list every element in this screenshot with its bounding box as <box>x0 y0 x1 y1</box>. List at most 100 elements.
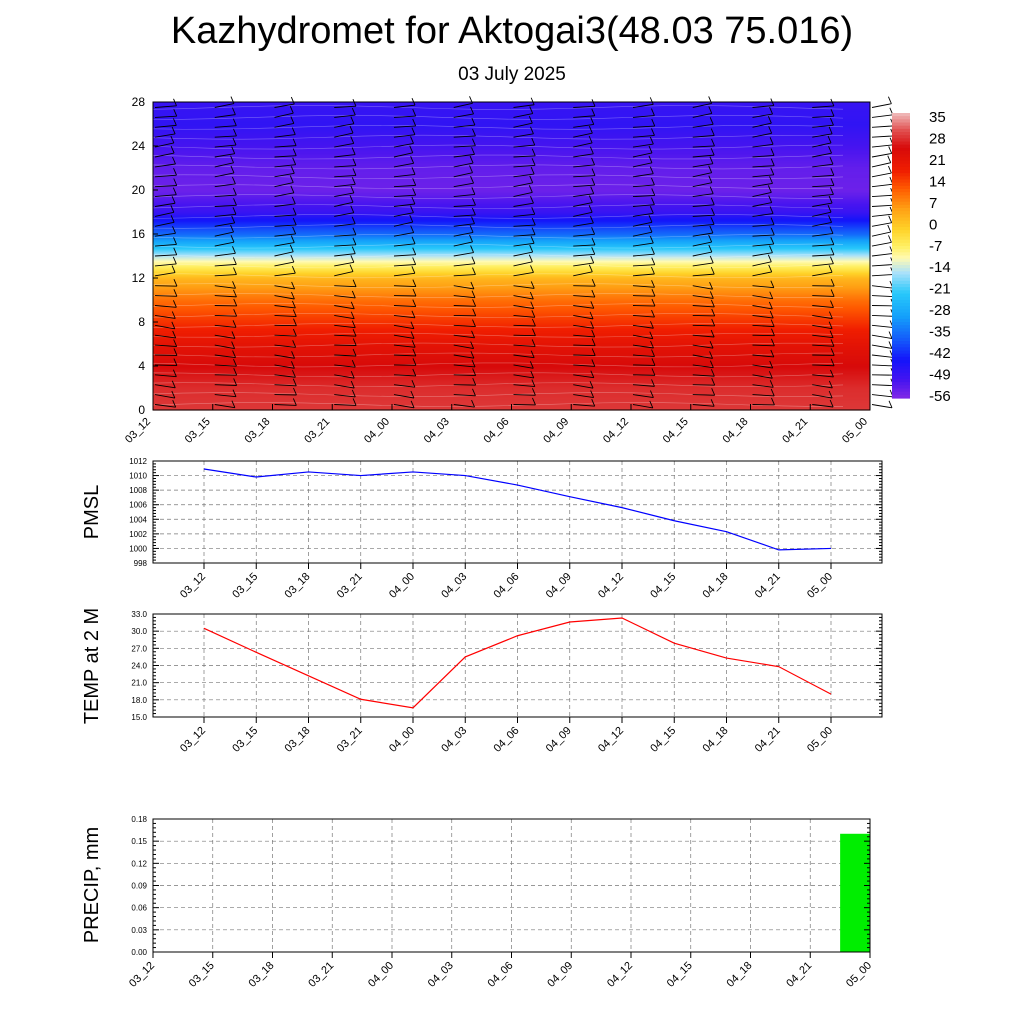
wind-barb <box>393 324 415 330</box>
wind-barb <box>812 404 834 408</box>
heatmap-cell <box>153 118 870 121</box>
wind-barb <box>692 305 715 308</box>
wind-barb-flag <box>590 186 595 194</box>
heatmap-cell <box>153 184 870 187</box>
heatmap-cell <box>153 171 870 173</box>
wind-barb-flag <box>887 96 892 104</box>
y-tick-label: 12 <box>132 271 146 285</box>
heatmap-cell <box>153 323 870 325</box>
wind-barb-flag <box>648 155 653 164</box>
wind-barb <box>334 175 356 178</box>
heatmap-cell <box>153 269 870 271</box>
heatmap-cell <box>153 234 870 236</box>
colorbar-segment <box>892 138 910 143</box>
colorbar-segment <box>892 211 910 215</box>
heatmap-cell <box>153 382 870 385</box>
wind-barb <box>692 172 712 178</box>
heatmap-cell <box>153 125 870 127</box>
heatmap-cell <box>153 283 870 286</box>
heatmap-cell <box>153 187 870 190</box>
wind-barb-flag <box>709 291 714 299</box>
colorbar-segment <box>892 341 910 345</box>
wind-barb-flag <box>232 246 236 254</box>
wind-barb-flag <box>710 147 715 156</box>
wind-barb <box>573 222 594 227</box>
wind-barb <box>214 231 234 237</box>
x-tick-label: 04_21 <box>753 571 783 601</box>
wind-barb <box>812 394 833 399</box>
heatmap-cell <box>153 131 870 134</box>
heatmap-cell <box>153 209 870 212</box>
heatmap-cell <box>153 274 870 277</box>
wind-barb-flag <box>350 205 355 213</box>
wind-barb-flag <box>651 309 655 318</box>
wind-barb <box>513 242 535 247</box>
wind-barb-flag <box>231 146 236 154</box>
heatmap-cell <box>153 297 870 300</box>
wind-barb-flag <box>531 227 536 235</box>
wind-barb <box>692 295 714 299</box>
wind-barb-flag <box>532 328 536 336</box>
wind-barb-flag <box>532 388 536 396</box>
wind-barb-flag <box>769 245 773 253</box>
heatmap-cell <box>153 334 870 336</box>
wind-barb-flag <box>412 358 417 366</box>
wind-barb-flag <box>770 338 775 347</box>
wind-barb-flag <box>412 288 417 297</box>
colorbar-segment <box>892 344 910 348</box>
wind-barb-flag <box>472 267 476 275</box>
wind-barb <box>393 404 415 409</box>
wind-barb <box>871 153 892 158</box>
wind-barb-flag <box>411 379 416 388</box>
wind-barb-flag <box>529 361 534 369</box>
wind-barb-flag <box>709 351 713 359</box>
wind-barb <box>752 324 775 328</box>
heatmap-cell <box>153 213 870 215</box>
contour-lines <box>152 105 844 407</box>
wind-barb <box>812 222 832 227</box>
wind-barb <box>752 305 773 310</box>
heatmap-cell <box>153 311 870 313</box>
wind-barb <box>871 194 894 198</box>
heatmap-cell <box>153 249 870 252</box>
wind-barb-flag <box>472 198 476 206</box>
wind-barb <box>692 285 713 290</box>
wind-barb <box>214 285 236 289</box>
wind-barb <box>871 172 892 178</box>
x-tick-label: 04_03 <box>439 571 469 601</box>
heatmap-cell <box>153 185 870 188</box>
wind-barb <box>334 244 356 247</box>
wind-barb-flag <box>293 318 297 326</box>
x-tick-label: 03_15 <box>187 960 217 990</box>
heatmap-cell <box>153 386 870 389</box>
colorbar-segment <box>892 337 910 342</box>
wind-barb-flag <box>710 128 715 136</box>
heatmap-cell <box>153 284 870 287</box>
wind-barb-flag <box>590 321 595 329</box>
heatmap-cell <box>153 143 870 146</box>
colorbar-segment <box>892 290 910 295</box>
wind-barb <box>752 252 773 257</box>
page-subtitle: 03 July 2025 <box>458 64 566 85</box>
wind-barb <box>573 295 595 298</box>
heatmap-cell <box>153 194 870 197</box>
heatmap-cell <box>153 285 870 288</box>
wind-barb-flag <box>590 301 595 309</box>
colorbar-segment <box>892 322 910 326</box>
contour-line <box>152 214 844 219</box>
wind-barb-flag <box>769 310 774 319</box>
wind-barb-flag <box>708 175 713 183</box>
wind-barb-flag <box>649 331 654 339</box>
x-tick-label: 05_00 <box>805 725 835 755</box>
wind-barb <box>573 105 596 108</box>
wind-barb-flag <box>412 188 417 196</box>
x-tick-label: 04_15 <box>648 725 678 755</box>
wind-barb <box>812 115 835 118</box>
wind-barb-flag <box>829 226 834 234</box>
wind-barb-flag <box>830 108 835 117</box>
wind-barb <box>154 221 175 227</box>
wind-barb-flag <box>471 359 476 368</box>
wind-barb <box>214 204 237 207</box>
wind-barb-flag <box>768 301 773 310</box>
heatmap-cell <box>153 286 870 289</box>
